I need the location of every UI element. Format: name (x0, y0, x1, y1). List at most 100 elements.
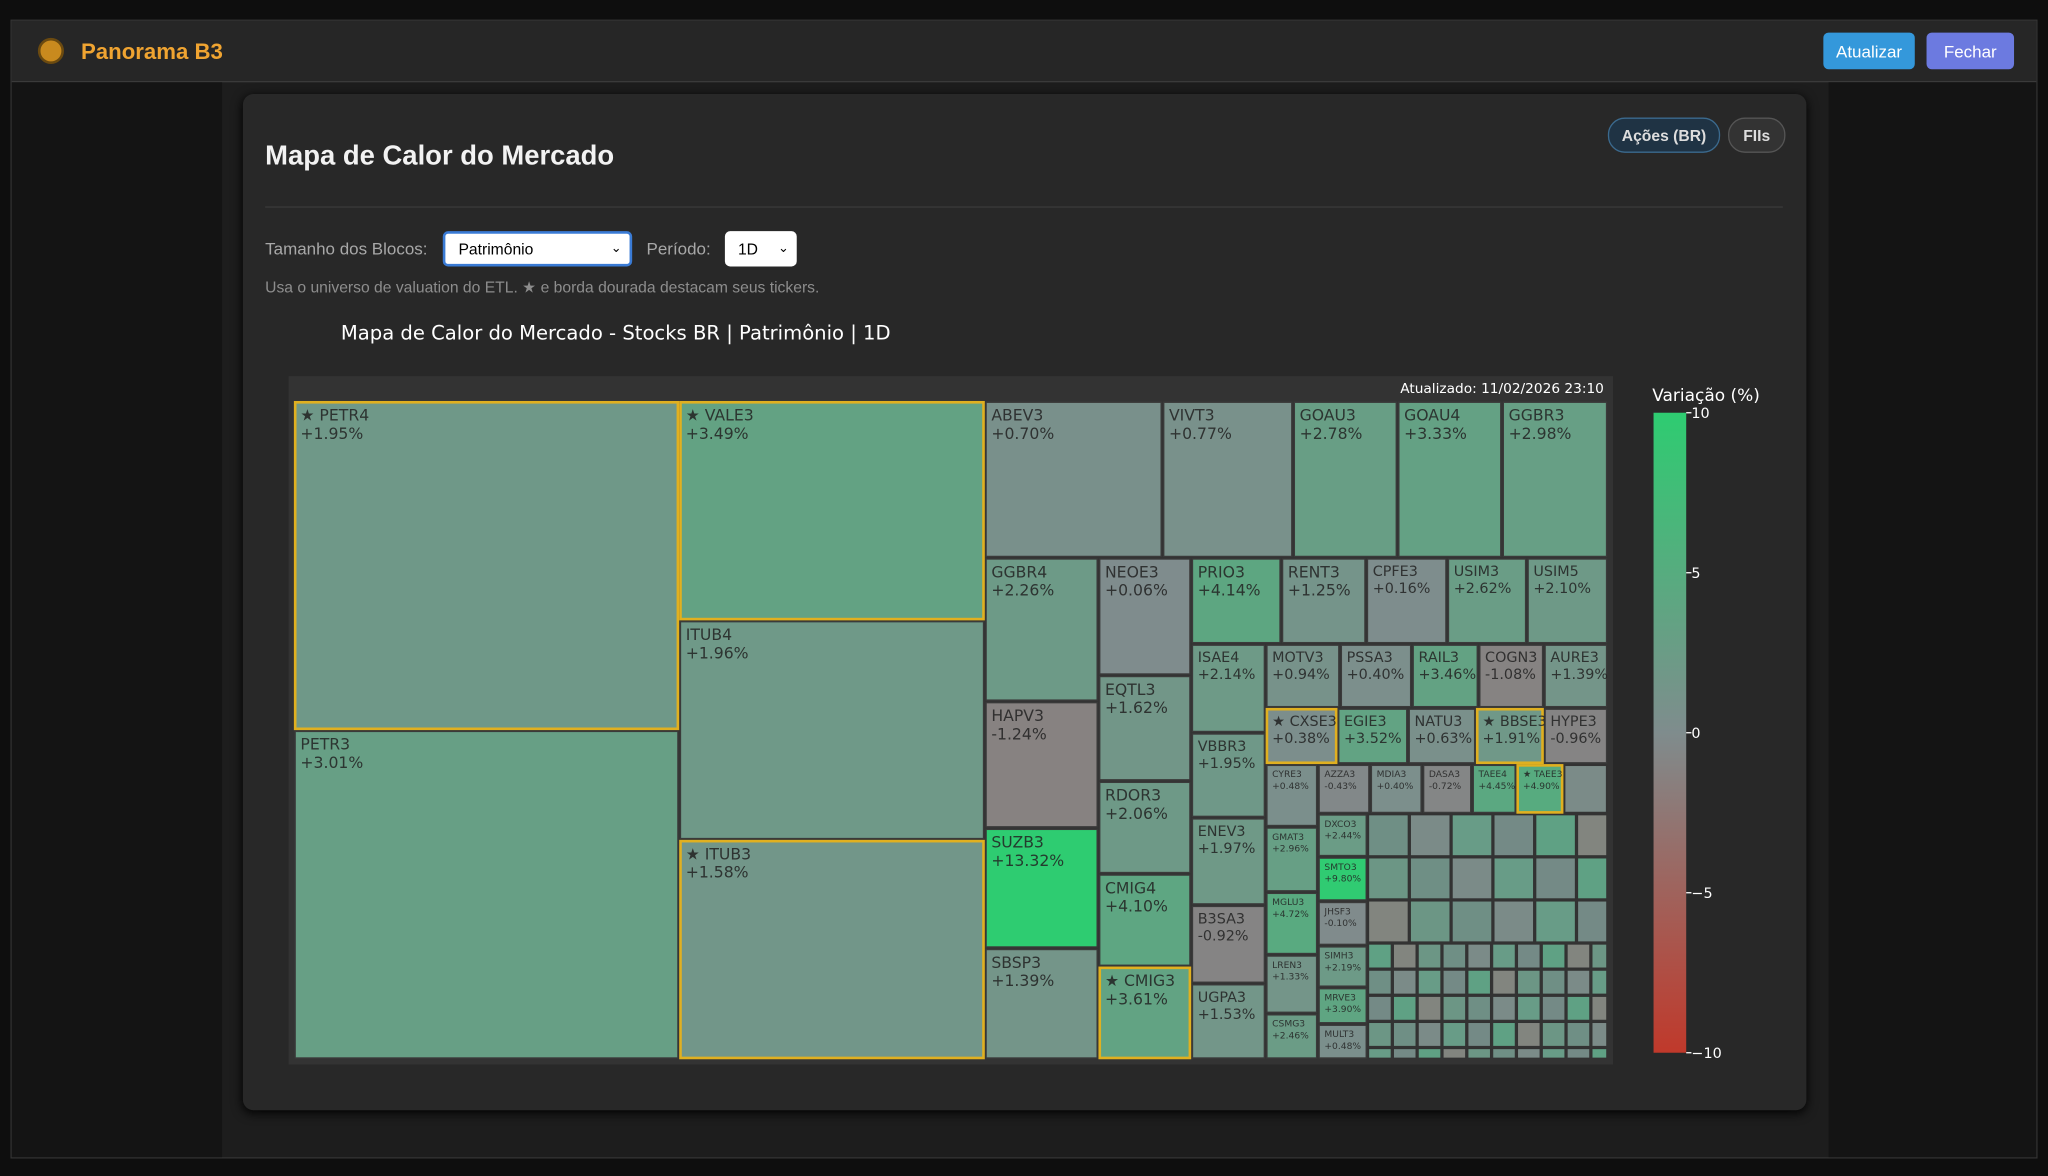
tile (1191, 644, 1265, 733)
tile-value: +1.95% (1198, 756, 1256, 772)
tile-filler (1492, 1022, 1516, 1047)
size-value: Patrimônio (458, 239, 534, 258)
tile (1318, 1024, 1367, 1059)
period-label: Período: (646, 239, 711, 259)
tile-filler (1467, 1048, 1491, 1059)
tile (1408, 708, 1476, 764)
close-button[interactable]: Fechar (1926, 32, 2015, 70)
tile-value: -0.92% (1198, 928, 1249, 944)
tile (1191, 905, 1265, 983)
tile-filler (1442, 1022, 1466, 1047)
app-title: Panorama B3 (80, 39, 223, 64)
tile-label: ★ ITUB3 (686, 844, 751, 863)
size-select[interactable]: Patrimônio ⌄ (442, 231, 633, 267)
tile-filler (1442, 970, 1466, 995)
tile-label: DASA3 (1429, 770, 1460, 780)
tile-filler (1567, 1048, 1590, 1059)
tile-value: +1.97% (1198, 841, 1256, 857)
tile-filler (1564, 764, 1608, 814)
colorbar-title: Variação (%) (1652, 386, 1760, 406)
tile-filler (1542, 996, 1566, 1021)
heading: Mapa de Calor do Mercado (265, 141, 615, 172)
tab[interactable]: FIIs (1727, 117, 1786, 153)
tile-label: B3SA3 (1198, 911, 1245, 927)
tile (1266, 764, 1318, 827)
tile-filler (1452, 900, 1492, 943)
tile-filler (1542, 970, 1566, 995)
period-value: 1D (737, 239, 758, 258)
tile-label: MRVE3 (1324, 993, 1356, 1003)
colorbar (1653, 412, 1687, 1053)
tile-value: +3.01% (300, 753, 363, 772)
tile-value: +3.61% (1105, 989, 1168, 1008)
tile-label: RENT3 (1288, 562, 1340, 581)
chart-title: Mapa de Calor do Mercado - Stocks BR | P… (341, 322, 891, 345)
period-select[interactable]: 1D ⌄ (724, 231, 797, 267)
tile-filler (1567, 970, 1590, 995)
tab[interactable]: Ações (BR) (1607, 117, 1721, 153)
tile-filler (1418, 1048, 1441, 1059)
logo (37, 37, 64, 64)
tile-filler (1410, 857, 1451, 899)
tile-label: RDOR3 (1105, 786, 1161, 805)
tile (1516, 764, 1564, 814)
tile-filler (1493, 857, 1534, 899)
tile-label: GGBR3 (1509, 406, 1565, 425)
tile (1544, 708, 1608, 764)
tile-filler (1368, 900, 1409, 943)
tile (1191, 984, 1265, 1059)
tile (985, 948, 1098, 1059)
tile (1412, 644, 1478, 708)
tile-label: ★ VALE3 (686, 406, 754, 425)
tile-label: PETR3 (300, 735, 350, 754)
tile-value: +2.78% (1300, 424, 1363, 443)
tile-filler (1542, 943, 1566, 969)
size-label: Tamanho dos Blocos: (265, 239, 428, 259)
tile (1293, 401, 1397, 558)
tile (985, 558, 1098, 701)
tile-label: GOAU3 (1300, 406, 1356, 425)
tile-value: +1.62% (1105, 698, 1168, 717)
chevron: ⌄ (610, 241, 622, 256)
tile-filler (1567, 943, 1590, 969)
tile-value: +0.38% (1272, 731, 1330, 747)
tile (1318, 988, 1367, 1024)
tile-filler (1418, 943, 1441, 969)
tile-value: +1.53% (1198, 1007, 1256, 1023)
tile-label: RAIL3 (1418, 650, 1459, 666)
tile-value: +3.90% (1324, 1005, 1361, 1015)
tile-filler (1410, 814, 1451, 856)
tile (985, 702, 1098, 828)
tile-filler (1393, 970, 1417, 995)
tile (1099, 874, 1191, 966)
tile-label: TAEE4 (1478, 770, 1508, 780)
tile-value: +3.49% (686, 424, 749, 443)
tile-value: +0.40% (1347, 667, 1405, 683)
side-panel (1828, 82, 2037, 1158)
tile-filler (1368, 1022, 1392, 1047)
tile-value: +4.90% (1523, 782, 1560, 792)
chevron: ⌄ (777, 241, 789, 256)
header (11, 20, 2037, 83)
tile-label: ★ TAEE3 (1523, 770, 1563, 780)
tile-filler (1393, 943, 1417, 969)
tile-value: +3.33% (1404, 424, 1467, 443)
colorbar-tick-label: −5 (1691, 886, 1712, 902)
tile-value: +1.91% (1482, 731, 1540, 747)
tile (1266, 1014, 1318, 1059)
tile-filler (1467, 996, 1491, 1021)
tile-label: NEOE3 (1105, 562, 1159, 581)
tile-value: +2.44% (1324, 832, 1361, 842)
tile-label: PRIO3 (1198, 562, 1245, 581)
tile-label: USIM5 (1533, 564, 1578, 580)
tile-value: +0.48% (1272, 782, 1309, 792)
tile-value: +0.70% (991, 424, 1054, 443)
tile-label: CSMG3 (1272, 1020, 1305, 1030)
tile (1527, 558, 1608, 644)
refresh-button[interactable]: Atualizar (1823, 32, 1915, 70)
tile (1398, 401, 1502, 558)
tile-filler (1517, 943, 1541, 969)
tile-filler (1492, 1048, 1516, 1059)
tile-filler (1368, 943, 1392, 969)
